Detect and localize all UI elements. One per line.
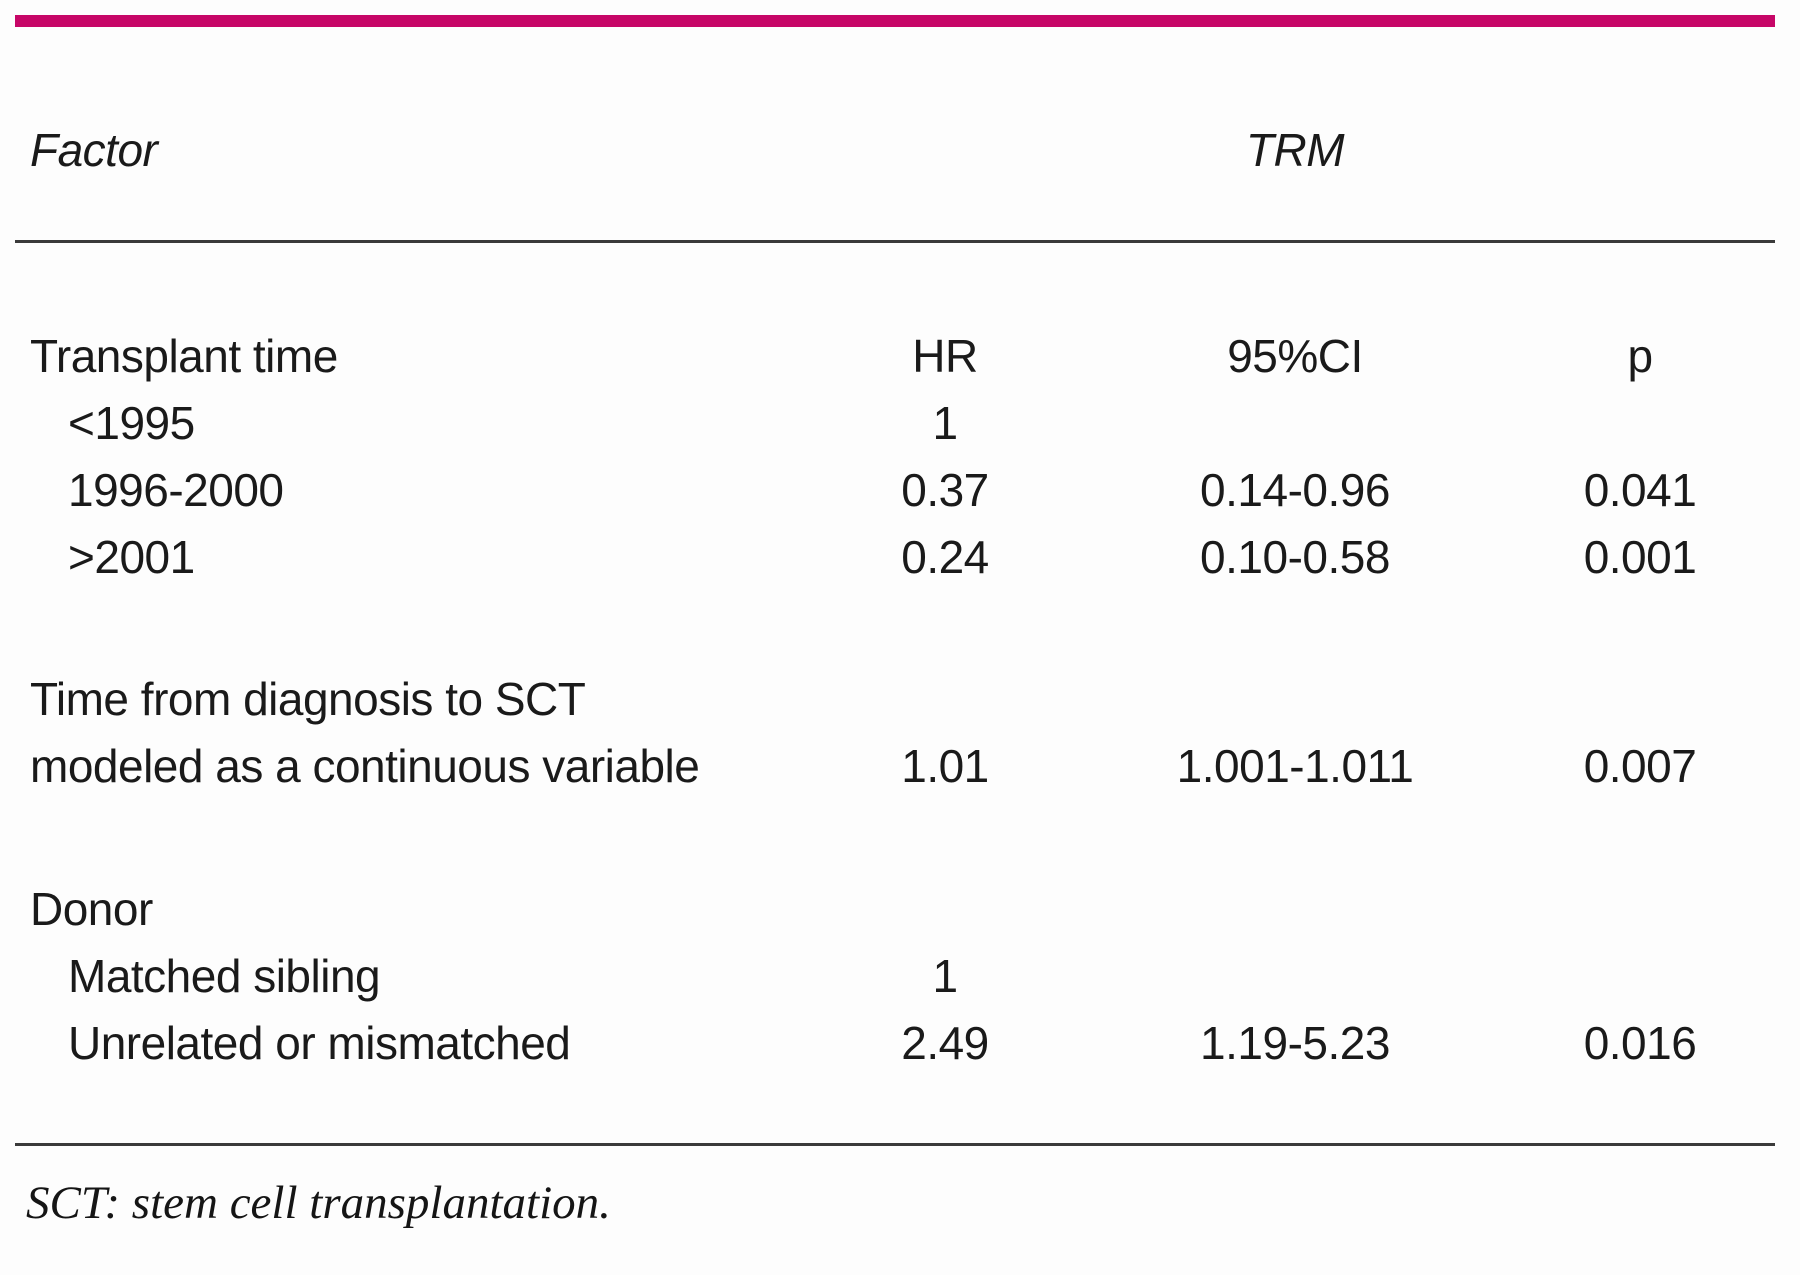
column-header-hr: HR [912, 330, 978, 382]
hr-value: 2.49 [901, 1017, 989, 1069]
accent-bar [15, 15, 1775, 27]
header-divider [15, 240, 1775, 243]
p-value: 0.016 [1583, 1017, 1697, 1069]
hr-value: 1 [932, 950, 958, 1002]
section-title-transplant-time: Transplant time [30, 330, 338, 382]
table-row: >2001 0.24 0.10-0.58 0.001 [0, 524, 1800, 591]
p-value: 0.007 [1583, 740, 1697, 792]
section-title-time-from-diagnosis-line1: Time from diagnosis to SCT [30, 673, 586, 725]
section-title-row: Donor [0, 876, 1800, 943]
row-label: Matched sibling [68, 950, 381, 1002]
hr-value: 0.24 [901, 531, 989, 583]
table-row: Unrelated or mismatched 2.49 1.19-5.23 0… [0, 1010, 1800, 1077]
table-row: <1995 1 [0, 390, 1800, 457]
row-label: >2001 [68, 531, 195, 583]
ci-value: 1.19-5.23 [1200, 1017, 1390, 1069]
column-header-ci: 95%CI [1227, 330, 1363, 382]
section-title-donor: Donor [30, 883, 153, 935]
section-title-time-from-diagnosis-line2: modeled as a continuous variable [30, 740, 700, 792]
section-title-row: Time from diagnosis to SCT [0, 666, 1800, 733]
column-header-factor: Factor [30, 124, 158, 176]
column-header-trm: TRM [1245, 124, 1345, 176]
hr-value: 1.01 [901, 740, 989, 792]
footnote: SCT: stem cell transplantation. [26, 1177, 611, 1229]
row-label: Unrelated or mismatched [68, 1017, 571, 1069]
p-value: 0.001 [1583, 531, 1697, 583]
hr-value: 1 [932, 397, 958, 449]
row-label: 1996-2000 [68, 464, 284, 516]
table-row: Matched sibling 1 [0, 943, 1800, 1010]
p-value: 0.041 [1583, 464, 1697, 516]
ci-value: 1.001-1.011 [1176, 740, 1414, 792]
column-header-p: p [1627, 330, 1653, 382]
footer-divider [15, 1143, 1775, 1146]
table-header-row: Factor TRM [0, 123, 1800, 177]
ci-value: 0.14-0.96 [1200, 464, 1390, 516]
hr-value: 0.37 [901, 464, 989, 516]
table-row: 1996-2000 0.37 0.14-0.96 0.041 [0, 457, 1800, 524]
ci-value: 0.10-0.58 [1200, 531, 1390, 583]
row-label: <1995 [68, 397, 195, 449]
section-header-row: Transplant time HR 95%CI p [0, 323, 1800, 390]
table-row: modeled as a continuous variable 1.01 1.… [0, 733, 1800, 800]
